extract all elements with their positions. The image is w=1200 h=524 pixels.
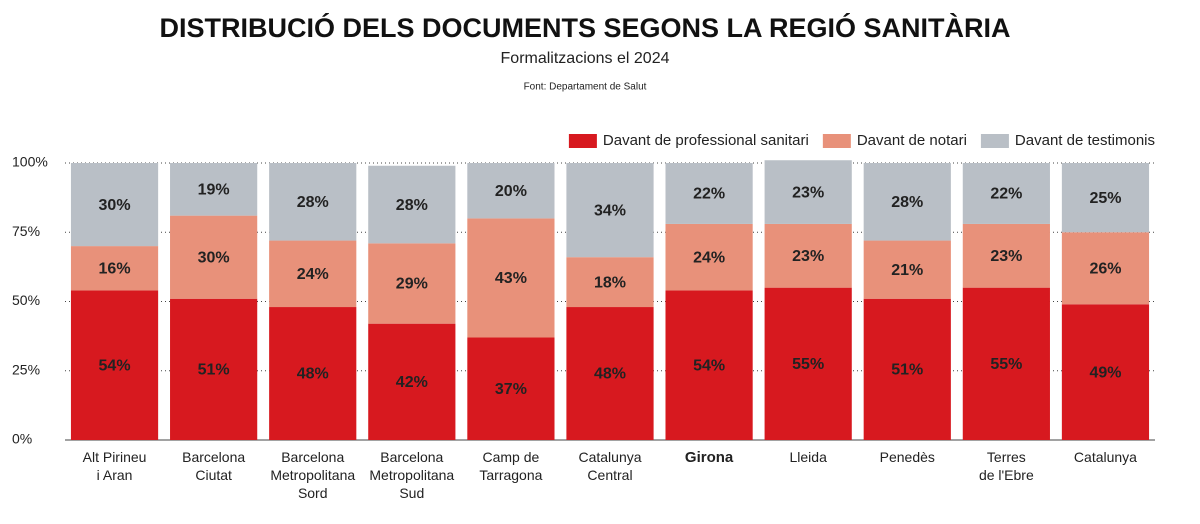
legend-swatch bbox=[980, 134, 1009, 148]
value-label: 48% bbox=[297, 366, 329, 383]
x-tick-label: Penedès bbox=[880, 449, 935, 465]
bar-segment bbox=[368, 243, 456, 324]
value-label: 42% bbox=[396, 374, 428, 391]
bar-segment bbox=[1061, 232, 1150, 305]
x-tick-label: Catalunya Central bbox=[578, 449, 641, 483]
y-tick-label: 50% bbox=[12, 292, 40, 308]
x-tick-label: Terres de l'Ebre bbox=[979, 449, 1034, 483]
value-label: 24% bbox=[297, 266, 329, 283]
bar-segment bbox=[764, 287, 852, 440]
bar-segment bbox=[665, 163, 753, 224]
bar-segment bbox=[962, 223, 1050, 288]
value-label: 29% bbox=[396, 276, 428, 293]
bar-segment bbox=[70, 246, 159, 291]
value-label: 22% bbox=[693, 186, 725, 203]
legend-label: Davant de notari bbox=[857, 132, 967, 149]
y-tick-label: 0% bbox=[12, 431, 32, 447]
value-label: 26% bbox=[1089, 260, 1121, 277]
value-label: 23% bbox=[792, 248, 824, 265]
bar-segment bbox=[269, 163, 357, 241]
x-tick-label: Girona bbox=[685, 449, 734, 466]
value-label: 23% bbox=[990, 248, 1022, 265]
value-label: 34% bbox=[594, 202, 626, 219]
bar-segment bbox=[1061, 163, 1150, 233]
value-label: 55% bbox=[792, 356, 824, 373]
x-tick-label: Alt Pirineu i Aran bbox=[83, 449, 147, 483]
value-label: 30% bbox=[99, 197, 131, 214]
value-label: 28% bbox=[297, 194, 329, 211]
bar-segment bbox=[70, 290, 159, 440]
y-tick-label: 100% bbox=[12, 154, 48, 170]
bar-segment bbox=[467, 218, 555, 338]
value-label: 37% bbox=[495, 381, 527, 398]
legend-label: Davant de testimonis bbox=[1015, 132, 1155, 149]
value-label: 43% bbox=[495, 270, 527, 287]
bar-segment bbox=[665, 223, 753, 291]
legend-swatch bbox=[822, 134, 851, 148]
value-label: 25% bbox=[1089, 190, 1121, 207]
x-tick-label: Barcelona Metropolitana Sord bbox=[270, 449, 355, 501]
value-label: 54% bbox=[693, 357, 725, 374]
bar-segment bbox=[962, 287, 1050, 440]
value-label: 55% bbox=[990, 356, 1022, 373]
bar-segment bbox=[170, 215, 258, 299]
value-label: 23% bbox=[792, 184, 824, 201]
chart-title: DISTRIBUCIÓ DELS DOCUMENTS SEGONS LA REG… bbox=[159, 12, 1010, 43]
value-label: 18% bbox=[594, 274, 626, 291]
y-tick-label: 75% bbox=[12, 223, 40, 239]
value-label: 28% bbox=[396, 197, 428, 214]
value-label: 48% bbox=[594, 366, 626, 383]
value-label: 20% bbox=[495, 183, 527, 200]
bar-segment bbox=[368, 323, 456, 440]
value-label: 51% bbox=[198, 362, 230, 379]
value-label: 51% bbox=[891, 362, 923, 379]
bar-segment bbox=[269, 240, 357, 308]
bar-segment bbox=[566, 307, 654, 440]
x-tick-label: Barcelona Ciutat bbox=[182, 449, 245, 483]
value-label: 24% bbox=[693, 249, 725, 266]
legend-swatch bbox=[568, 134, 597, 148]
bar-segment bbox=[566, 163, 654, 258]
value-label: 30% bbox=[198, 249, 230, 266]
x-tick-label: Barcelona Metropolitana Sud bbox=[369, 449, 454, 501]
bar-segment bbox=[764, 160, 852, 224]
bar-segment bbox=[764, 223, 852, 288]
bar-segment bbox=[269, 307, 357, 440]
legend-label: Davant de professional sanitari bbox=[603, 132, 809, 149]
x-tick-label: Camp de Tarragona bbox=[479, 449, 542, 483]
bar-segment bbox=[665, 290, 753, 440]
value-label: 21% bbox=[891, 262, 923, 279]
value-label: 49% bbox=[1089, 364, 1121, 381]
x-tick-label: Catalunya bbox=[1074, 449, 1137, 465]
x-tick-label: Lleida bbox=[789, 449, 827, 465]
bar-segment bbox=[962, 163, 1050, 224]
bar-segment bbox=[863, 240, 951, 299]
value-label: 16% bbox=[99, 260, 131, 277]
value-label: 19% bbox=[198, 182, 230, 199]
y-tick-label: 25% bbox=[12, 361, 40, 377]
chart-subtitle: Formalitzacions el 2024 bbox=[501, 50, 670, 67]
bar-segment bbox=[863, 298, 951, 440]
bar-segment bbox=[368, 165, 456, 244]
bar-segment bbox=[863, 163, 951, 241]
source: Font: Departament de Salut bbox=[524, 82, 647, 93]
bar-segment bbox=[467, 337, 555, 440]
value-label: 22% bbox=[990, 186, 1022, 203]
bar-segment bbox=[170, 298, 258, 440]
value-label: 28% bbox=[891, 194, 923, 211]
bar-segment bbox=[467, 163, 555, 219]
bar-segment bbox=[1061, 304, 1150, 440]
bar-segment bbox=[70, 163, 159, 247]
value-label: 54% bbox=[99, 357, 131, 374]
bar-segment bbox=[566, 257, 654, 308]
bar-segment bbox=[170, 163, 258, 216]
